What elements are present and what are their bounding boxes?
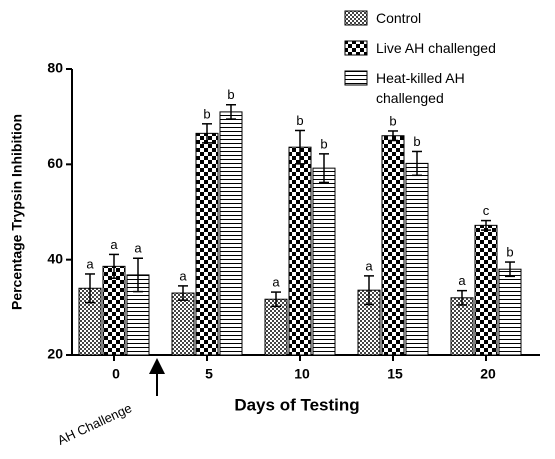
error-bar [271,291,281,308]
y-tick-label: 60 [47,155,63,171]
significance-label: b [227,87,234,102]
bar [171,292,195,356]
significance-label: a [110,237,118,252]
legend-label: Control [376,10,422,26]
error-bar [457,289,467,306]
significance-label: b [413,134,420,149]
bar [450,297,474,356]
error-bar [388,130,398,142]
bar [195,132,219,356]
x-tick-label: 0 [112,366,120,382]
error-bar [85,273,95,304]
y-axis-label: Percentage Trypsin Inhibition [9,114,25,310]
bar [381,135,405,356]
significance-label: a [365,258,373,273]
error-bar [412,150,422,177]
error-bar [133,257,143,293]
significance-label: b [203,106,210,121]
significance-label: a [179,268,187,283]
bar [288,146,312,356]
bar [219,111,243,356]
significance-label: a [134,241,142,256]
legend-swatch [344,70,368,86]
legend-label: Live AH challenged [376,40,496,56]
x-tick-label: 10 [294,366,310,382]
y-tick-label: 80 [47,60,63,76]
bar [498,268,522,356]
bar [102,265,126,356]
legend-label: Heat-killed AH challenged [376,70,465,106]
legend-swatch [344,10,368,26]
error-bar [364,275,374,306]
error-bar [319,153,329,184]
bar [312,167,336,356]
significance-label: b [389,113,396,128]
error-bar [226,104,236,120]
significance-label: a [86,256,94,271]
significance-label: b [506,244,513,259]
legend-entry: Control [376,10,422,26]
y-tick-label: 40 [47,250,63,266]
x-axis-label: Days of Testing [234,395,359,414]
legend-entry: Live AH challenged [376,40,496,56]
y-tick-label: 20 [47,346,63,362]
error-bar [178,285,188,301]
significance-label: b [320,136,327,151]
bar [405,162,429,356]
legend-entry: Heat-killed AH challenged [376,70,465,106]
error-bar [505,261,515,278]
error-bar [295,129,305,165]
error-bar [202,123,212,144]
bar [474,224,498,356]
error-bar [109,253,119,280]
legend-swatch [344,40,368,56]
x-tick-label: 5 [205,366,213,382]
bar [264,298,288,356]
significance-label: a [458,273,466,288]
annotation: AH Challenge [55,400,134,447]
significance-label: b [296,113,303,128]
significance-label: a [272,275,280,290]
x-tick-label: 15 [387,366,403,382]
x-tick-label: 20 [480,366,496,382]
error-bar [481,219,491,231]
significance-label: c [483,203,490,218]
